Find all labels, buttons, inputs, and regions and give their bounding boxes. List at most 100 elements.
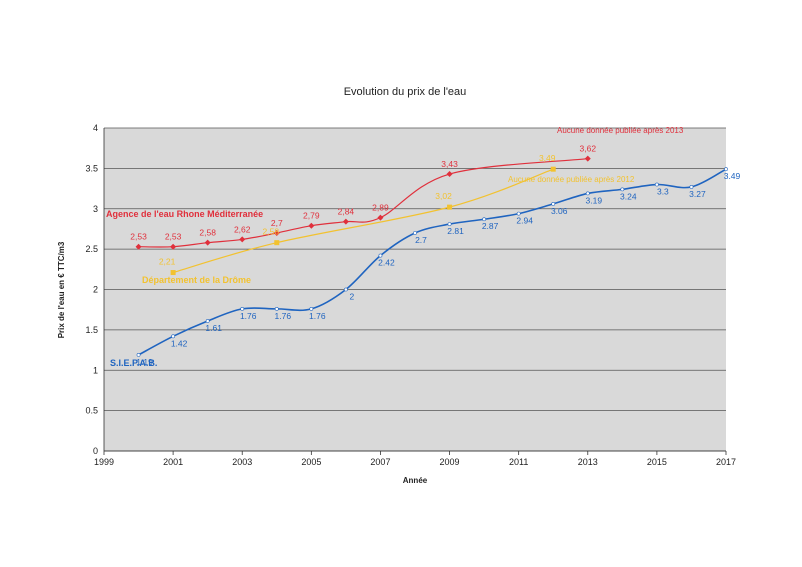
data-label: 2,21 — [159, 257, 176, 267]
data-point — [447, 222, 452, 226]
x-tick-label: 2003 — [232, 457, 252, 467]
data-point — [239, 236, 246, 243]
data-label: 2.94 — [516, 216, 533, 226]
data-label: 2,7 — [271, 218, 283, 228]
annotation-drome: Aucune donnée publiée après 2012 — [508, 175, 635, 184]
data-label: 2.42 — [378, 258, 395, 268]
data-point — [170, 243, 177, 250]
data-point — [240, 306, 245, 311]
data-label: 1.61 — [205, 323, 222, 333]
series-agence: 2,53 2,53 2,58 2,62 2,7 2,79 2,84 2,89 3,43 3,62 — [130, 144, 596, 250]
x-tick-label: 1999 — [94, 457, 114, 467]
series-name-siepab: S.I.E.P.A.B. — [110, 358, 157, 368]
data-point — [378, 253, 383, 258]
data-point — [620, 187, 625, 192]
data-label: 3,49 — [539, 153, 556, 163]
series-drome: 2,21 2,58 3,02 3,49 — [159, 153, 556, 276]
y-tick-label: 2.5 — [85, 244, 98, 254]
data-point — [689, 185, 694, 189]
data-point — [343, 287, 348, 292]
data-point — [274, 240, 280, 246]
y-tick-label: 3 — [93, 204, 98, 214]
axes — [103, 128, 727, 455]
y-tick-labels: 0 0.5 1 1.5 2 2.5 3 3.5 4 — [85, 123, 98, 456]
data-point — [447, 204, 453, 210]
x-tick-label: 2001 — [163, 457, 183, 467]
y-tick-label: 0 — [93, 446, 98, 456]
data-point — [585, 191, 590, 196]
data-point — [136, 353, 141, 357]
data-point — [654, 182, 659, 187]
data-label: 3.3 — [657, 187, 669, 197]
data-label: 3,62 — [580, 144, 597, 154]
data-label: 2 — [350, 292, 355, 302]
series-line-siepab — [138, 168, 727, 356]
data-label: 2,58 — [199, 228, 216, 238]
x-tick-label: 2009 — [440, 457, 460, 467]
data-label: 2,84 — [338, 207, 355, 217]
data-label: 2,79 — [303, 211, 320, 221]
y-tick-label: 4 — [93, 123, 98, 133]
x-tick-label: 2013 — [578, 457, 598, 467]
data-point — [413, 231, 417, 235]
series-name-agence: Agence de l'eau Rhone Méditerranée — [106, 209, 263, 219]
data-label: 3.19 — [586, 195, 603, 205]
data-label: 3,02 — [435, 191, 452, 201]
data-label: 2,53 — [130, 232, 147, 242]
data-point — [446, 171, 453, 178]
chart-title: Evolution du prix de l'eau — [344, 86, 467, 98]
data-label: 1.76 — [240, 311, 257, 321]
series-layer: 2,53 2,53 2,58 2,622,72,79 2,84 2,893,433,622… — [130, 144, 740, 367]
data-label: 3.27 — [689, 189, 706, 199]
data-point — [135, 243, 142, 250]
x-tick-label: 2017 — [716, 457, 736, 467]
data-label: 2.7 — [415, 235, 427, 245]
x-axis-title: Année — [403, 476, 428, 485]
data-point — [482, 217, 487, 222]
y-tick-label: 1 — [93, 365, 98, 375]
data-point — [724, 167, 728, 172]
x-tick-label: 2011 — [509, 457, 528, 467]
x-tick-labels: 1999 2001 2003 2005 2007 2009 2011 2013 2015 2017 — [94, 457, 736, 467]
data-point — [171, 334, 176, 339]
data-point — [204, 239, 211, 246]
data-label: 3.49 — [724, 171, 741, 181]
data-label: 1.42 — [171, 338, 188, 348]
data-label: 1.19 — [136, 357, 153, 367]
data-point — [205, 319, 210, 323]
x-tick-label: 2007 — [370, 457, 390, 467]
data-label: 2,89 — [372, 203, 389, 213]
data-label: 2,62 — [234, 224, 251, 234]
x-tick-label: 2005 — [301, 457, 321, 467]
y-tick-label: 1.5 — [85, 325, 98, 335]
series-line-agence — [138, 158, 588, 248]
data-point — [516, 211, 521, 216]
x-tick-label: 2015 — [647, 457, 667, 467]
data-point — [377, 214, 384, 221]
data-point — [308, 222, 315, 229]
data-point — [584, 155, 591, 162]
data-label: 3,43 — [441, 159, 458, 169]
data-label: 2,53 — [165, 232, 182, 242]
series-line-drome — [172, 168, 554, 274]
series-name-drome: Département de la Drôme — [142, 275, 251, 285]
data-point — [550, 166, 556, 172]
annotation-agence: Aucune donnée publiée après 2013 — [557, 126, 684, 135]
data-label: 1.76 — [275, 311, 292, 321]
data-point — [170, 270, 176, 276]
data-point — [274, 306, 279, 311]
data-label: 2.87 — [482, 221, 499, 231]
y-tick-label: 2 — [93, 285, 98, 295]
data-label: 1.76 — [309, 311, 326, 321]
data-label: 2.81 — [447, 226, 464, 236]
series-siepab: 1.19 1.42 1.61 1.76 1.76 1.76 2 2.42 2.7 2.81 2.87… — [136, 167, 741, 367]
data-label: 3.06 — [551, 206, 568, 216]
data-point — [342, 218, 349, 225]
y-tick-label: 0.5 — [85, 406, 98, 416]
data-label: 3.24 — [620, 191, 637, 201]
data-point — [551, 202, 556, 206]
y-tick-label: 3.5 — [85, 163, 98, 173]
data-point — [309, 306, 314, 311]
y-axis-title: Prix de l'eau en € TTC/m3 — [57, 241, 66, 338]
